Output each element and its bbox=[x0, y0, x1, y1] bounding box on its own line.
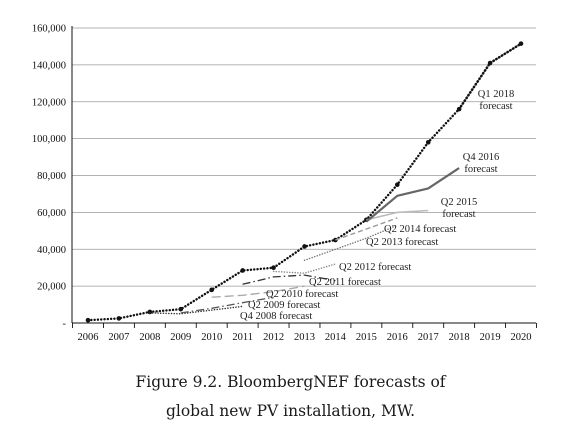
annotation-q2_2015: Q2 2015 forecast bbox=[441, 197, 477, 220]
x-tick-label: 2006 bbox=[78, 332, 99, 343]
y-tick-label: 80,000 bbox=[37, 171, 66, 182]
y-tick-label: 20,000 bbox=[37, 282, 66, 293]
annotation-q2_2014: Q2 2014 forecast bbox=[384, 224, 456, 235]
series-line-q4_2016 bbox=[365, 167, 460, 223]
annotation-q2_2012: Q2 2012 forecast bbox=[339, 262, 411, 273]
data-point bbox=[302, 244, 307, 249]
grid-lines bbox=[72, 27, 536, 287]
annotation-q4_2008: Q4 2008 forecast bbox=[240, 311, 312, 322]
series-line-q2_2009 bbox=[180, 296, 274, 314]
data-point bbox=[178, 306, 184, 312]
pv-forecast-chart: - 20,000 40,000 60,000 80,000 100,000 120,000 1… bbox=[32, 24, 537, 343]
x-tick-label: 2014 bbox=[325, 332, 347, 343]
annotation-line: Q2 2014 forecast bbox=[384, 224, 456, 235]
x-tick-label: 2008 bbox=[139, 332, 160, 343]
annotation-q2_2010: Q2 2010 forecast bbox=[266, 289, 338, 300]
series-line-q2_2011 bbox=[242, 274, 336, 285]
annotation-line: forecast bbox=[442, 209, 475, 220]
y-tick-label: 60,000 bbox=[37, 208, 66, 219]
y-tick-label: - bbox=[63, 319, 67, 330]
series-line-q2_2013 bbox=[303, 224, 399, 262]
data-point bbox=[394, 182, 400, 188]
series-line-q4_2008 bbox=[149, 305, 244, 315]
annotation-line: Q2 2013 forecast bbox=[366, 237, 438, 248]
y-tick-label: 100,000 bbox=[32, 134, 66, 145]
series-line-actual bbox=[86, 42, 523, 322]
x-tick-label: 2016 bbox=[387, 332, 408, 343]
annotation-line: Q2 2010 forecast bbox=[266, 289, 338, 300]
x-tick-label: 2019 bbox=[480, 332, 501, 343]
x-tick-label: 2011 bbox=[232, 332, 253, 343]
x-tick-label: 2017 bbox=[418, 332, 439, 343]
data-point bbox=[209, 287, 215, 293]
data-point bbox=[240, 268, 245, 273]
series-lines bbox=[85, 41, 524, 323]
x-tick-label: 2020 bbox=[511, 332, 532, 343]
x-tick-label: 2015 bbox=[356, 332, 377, 343]
chart-axes bbox=[71, 26, 537, 328]
y-tick-label: 40,000 bbox=[37, 245, 66, 256]
annotation-line: Q2 2012 forecast bbox=[339, 262, 411, 273]
data-point bbox=[425, 140, 431, 145]
y-tick-label: 140,000 bbox=[32, 60, 66, 71]
annotation-line: Q1 2018 bbox=[478, 89, 514, 100]
annotation-q4_2016: Q4 2016 forecast bbox=[463, 152, 499, 175]
annotation-line: Q4 2008 forecast bbox=[240, 311, 312, 322]
annotation-line: forecast bbox=[464, 164, 497, 175]
series-line-q2_2015 bbox=[366, 209, 429, 221]
annotation-line: Q4 2016 bbox=[463, 152, 499, 163]
y-axis-tick-labels: - 20,000 40,000 60,000 80,000 100,000 120,000 1… bbox=[32, 24, 67, 330]
annotation-line: Q2 2009 forecast bbox=[248, 300, 320, 311]
series-line-q2_2012 bbox=[272, 263, 337, 274]
y-tick-label: 120,000 bbox=[32, 97, 66, 108]
series-line-q2_2010 bbox=[211, 285, 305, 298]
x-tick-label: 2018 bbox=[449, 332, 470, 343]
x-tick-label: 2012 bbox=[263, 332, 284, 343]
series-line-q1_2018 bbox=[457, 42, 523, 111]
series-line-q2_2014 bbox=[335, 217, 398, 241]
annotation-q2_2009: Q2 2009 forecast bbox=[248, 300, 320, 311]
figure-caption-line-2: global new PV installation, MW. bbox=[165, 402, 416, 420]
y-tick-label: 160,000 bbox=[32, 24, 66, 35]
data-point bbox=[518, 41, 524, 46]
annotation-q1_2018: Q1 2018 forecast bbox=[478, 89, 514, 112]
annotation-line: Q2 2011 forecast bbox=[309, 277, 381, 288]
x-tick-label: 2009 bbox=[170, 332, 191, 343]
x-tick-label: 2013 bbox=[294, 332, 315, 343]
data-point bbox=[271, 265, 276, 270]
x-axis-tick-labels: 2006 2007 2008 2009 2010 2011 2012 2013 2014 2015… bbox=[78, 332, 532, 343]
annotation-line: forecast bbox=[479, 101, 512, 112]
x-tick-label: 2010 bbox=[201, 332, 222, 343]
data-point bbox=[85, 317, 91, 323]
x-tick-label: 2007 bbox=[108, 332, 129, 343]
annotation-q2_2011: Q2 2011 forecast bbox=[309, 277, 381, 288]
figure-caption-line-1: Figure 9.2. BloombergNEF forecasts of bbox=[135, 373, 446, 391]
annotation-line: Q2 2015 bbox=[441, 197, 477, 208]
data-point bbox=[147, 309, 153, 315]
annotation-q2_2013: Q2 2013 forecast bbox=[366, 237, 438, 248]
data-point bbox=[116, 316, 122, 321]
